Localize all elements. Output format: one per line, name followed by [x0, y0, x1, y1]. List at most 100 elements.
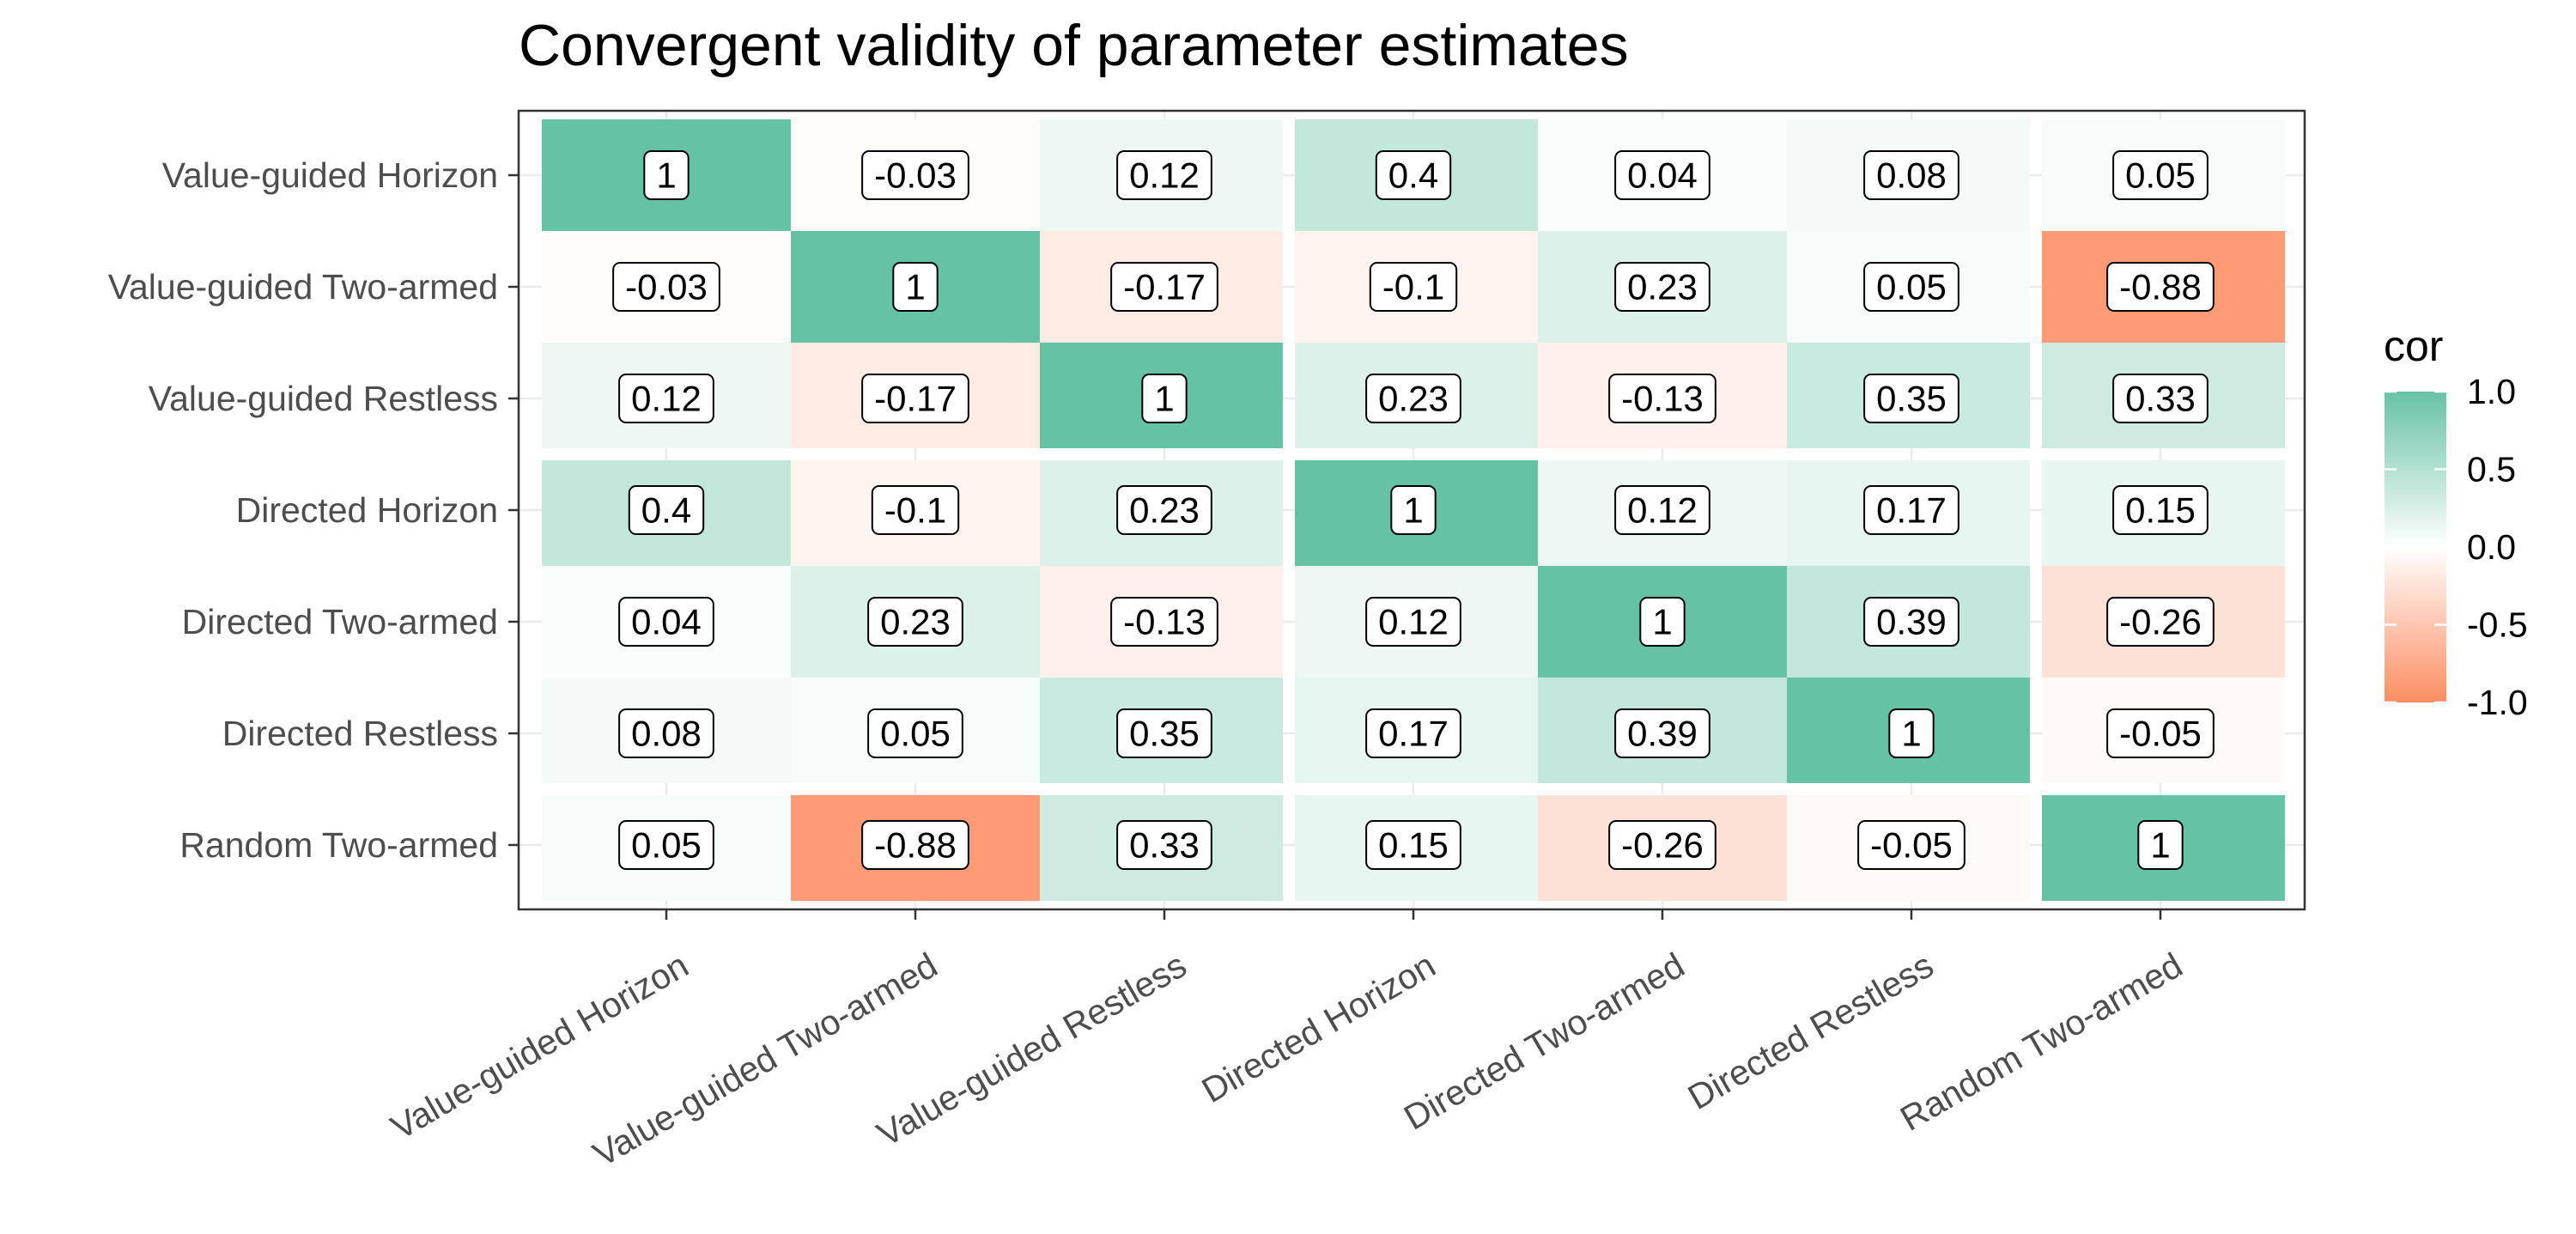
cell-value: -0.26 [2119, 602, 2202, 642]
y-tick-label: Value-guided Restless [149, 379, 498, 418]
cell-value: 0.05 [1876, 267, 1947, 307]
cell-value-label: 0.08 [618, 708, 714, 758]
cell-value: 0.12 [1378, 602, 1449, 642]
cell-value: 0.15 [2125, 490, 2196, 531]
cell-value: -0.03 [625, 267, 708, 307]
label-box [1608, 374, 1716, 423]
y-axis: Value-guided Horizon Value-guided Two-arm… [108, 155, 519, 865]
x-tick-label: Directed Two-armed [1397, 945, 1691, 1138]
cell-value-label: 0.08 [1863, 150, 1959, 200]
label-box [1857, 820, 1965, 870]
x-tick-label: Directed Restless [1681, 945, 1940, 1117]
cell-value-label: 0.17 [1365, 708, 1461, 758]
cell-value-label: -0.05 [1857, 820, 1965, 870]
legend-tick-label: 0.5 [2467, 450, 2516, 489]
label-box [1863, 374, 1959, 423]
cell-value: 0.05 [2125, 155, 2196, 196]
y-tick-label: Directed Restless [222, 714, 498, 753]
cell-value-label: -0.1 [1369, 262, 1458, 312]
legend: cor 1.0 0.5 0.0 -0.5 -1.0 [2384, 322, 2528, 722]
cell-value-label: -0.26 [2106, 597, 2215, 647]
cell-value-label: 0.33 [2112, 374, 2208, 423]
cell-value: 0.17 [1378, 714, 1449, 754]
label-box [1614, 150, 1710, 200]
cell-value-label: 1 [1390, 485, 1437, 535]
cell-value: 0.23 [880, 602, 951, 642]
label-box [2137, 820, 2184, 870]
label-box [612, 262, 720, 312]
cell-value-label: 1 [643, 150, 690, 200]
cell-value: -0.17 [874, 379, 957, 419]
label-box [1365, 597, 1461, 647]
cell-value-label: -0.26 [1608, 820, 1716, 870]
label-box [1614, 485, 1710, 535]
cell-value-label: 0.33 [1116, 820, 1212, 870]
cell-value-label: -0.03 [861, 150, 969, 200]
cell-value-label: 0.05 [1863, 262, 1959, 312]
y-tick-label: Value-guided Horizon [162, 155, 498, 195]
cell-value: 0.35 [1876, 379, 1947, 419]
y-tick-label: Directed Two-armed [182, 602, 498, 641]
cell-value-label: 0.39 [1614, 708, 1710, 758]
label-box [1365, 820, 1461, 870]
cell-value: 0.08 [631, 714, 702, 754]
label-box [1639, 597, 1686, 647]
legend-tick-label: -0.5 [2467, 605, 2528, 645]
y-tick-label: Random Two-armed [179, 825, 498, 865]
label-box [2106, 708, 2215, 758]
label-box [1888, 708, 1935, 758]
cell-value: 0.23 [1627, 267, 1698, 307]
cell-value-label: 0.17 [1863, 485, 1959, 535]
cell-value: 0.23 [1129, 490, 1200, 531]
cell-value-label: 0.15 [1365, 820, 1461, 870]
cell-value: -0.13 [1621, 379, 1704, 419]
label-box [2112, 150, 2208, 200]
cell-value-label: 0.15 [2112, 485, 2208, 535]
cell-value-label: 0.35 [1863, 374, 1959, 423]
cell-value: -0.17 [1123, 267, 1206, 307]
x-tick-label: Random Two-armed [1893, 945, 2189, 1139]
cell-value: 0.12 [631, 379, 702, 419]
label-box [618, 820, 714, 870]
label-box [1863, 597, 1959, 647]
cell-value: 0.23 [1378, 379, 1449, 419]
cell-value: -0.88 [874, 825, 957, 866]
cell-value: 0.35 [1129, 714, 1200, 754]
label-box [871, 485, 960, 535]
cell-value-label: 0.23 [1365, 374, 1461, 423]
cell-value: 0.12 [1627, 490, 1698, 531]
label-box [1116, 708, 1212, 758]
cell-labels: 1 -0.03 0.12 0.4 0.04 0.08 0.05 -0.03 1 -0.17 -0.1… [612, 150, 2215, 870]
label-box [861, 150, 969, 200]
label-box [1365, 708, 1461, 758]
cell-value-label: -0.03 [612, 262, 720, 312]
label-box [1110, 597, 1218, 647]
cell-value-label: 0.23 [1116, 485, 1212, 535]
label-box [1614, 262, 1710, 312]
label-box [1116, 820, 1212, 870]
label-box [867, 597, 963, 647]
label-box [618, 597, 714, 647]
cell-value: 1 [1403, 490, 1423, 531]
cell-value-label: 0.05 [2112, 150, 2208, 200]
label-box [628, 485, 705, 535]
label-box [1614, 708, 1710, 758]
label-box [1116, 485, 1212, 535]
cell-value-label: 0.35 [1116, 708, 1212, 758]
legend-tick-label: 0.0 [2467, 527, 2516, 567]
cell-value-label: 0.04 [618, 597, 714, 647]
cell-value-label: 1 [2137, 820, 2184, 870]
cell-value: 0.4 [641, 490, 691, 531]
label-box [1369, 262, 1458, 312]
cell-value: 0.33 [1129, 825, 1200, 866]
label-box [1141, 374, 1188, 423]
heatmap-tiles [542, 119, 2285, 901]
cell-value: 0.04 [631, 602, 702, 642]
label-box [867, 708, 963, 758]
cell-value: 1 [656, 155, 676, 196]
label-box [618, 374, 714, 423]
y-tick-label: Directed Horizon [236, 490, 498, 530]
label-box [2112, 485, 2208, 535]
